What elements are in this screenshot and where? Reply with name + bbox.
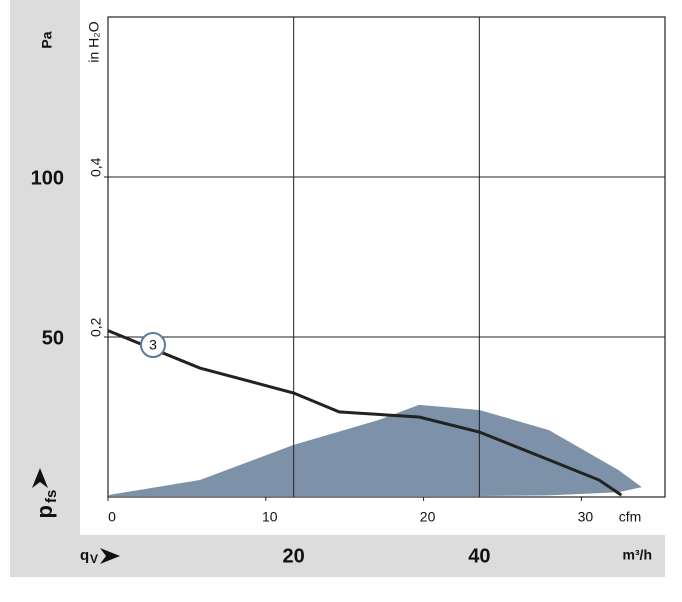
y-tick-label: 100 bbox=[31, 167, 64, 189]
x2-tick-label: 10 bbox=[262, 509, 278, 525]
curve bbox=[107, 329, 623, 497]
y2-label: in H₂O bbox=[86, 21, 102, 62]
y-subscript: fs bbox=[43, 490, 60, 503]
x-unit: m³/h bbox=[622, 547, 652, 563]
y-tick-label: 50 bbox=[42, 327, 64, 349]
plot-frame bbox=[107, 16, 666, 498]
y2-tick-label: 0,4 bbox=[88, 157, 104, 177]
x-subscript: V bbox=[90, 552, 98, 566]
curve-label: 3 bbox=[149, 337, 157, 353]
curve-label-badge bbox=[140, 332, 166, 358]
x2-tick-label: 20 bbox=[420, 509, 436, 525]
y-arrow bbox=[32, 468, 48, 488]
y-symbol: p bbox=[32, 505, 57, 518]
y-label: p fs bbox=[32, 490, 60, 519]
x-arrow bbox=[100, 548, 120, 564]
x-tick-label: 20 bbox=[283, 545, 305, 567]
x-tick-label: 40 bbox=[468, 545, 490, 567]
x2-label: cfm bbox=[619, 509, 642, 525]
y2-tick-label: 0,2 bbox=[88, 317, 104, 337]
y-unit: Pa bbox=[39, 31, 55, 48]
x-symbol: q bbox=[80, 547, 89, 564]
x2-tick-label: 0 bbox=[108, 509, 116, 525]
x2-tick-label: 30 bbox=[578, 509, 594, 525]
range-area bbox=[108, 404, 642, 497]
